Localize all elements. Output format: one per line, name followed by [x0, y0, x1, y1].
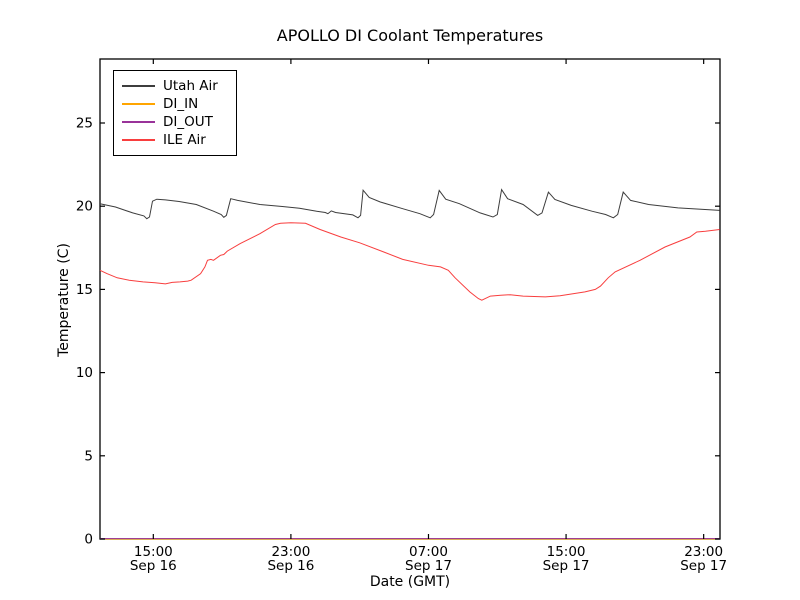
- legend-item-di-in: DI_IN: [122, 95, 236, 113]
- legend-line-ile-air: [122, 139, 155, 141]
- y-tick-label: 5: [84, 448, 93, 464]
- y-tick-label: 15: [76, 282, 93, 298]
- x-tick-label-date: Sep 17: [543, 558, 590, 574]
- x-tick-label: 23:00: [684, 544, 723, 560]
- y-tick-label: 20: [76, 199, 93, 215]
- x-tick-label: 15:00: [134, 544, 173, 560]
- legend-item-utah-air: Utah Air: [122, 77, 236, 95]
- ile-air-line: [99, 222, 720, 301]
- legend-label-di-in: DI_IN: [163, 96, 199, 112]
- legend-item-di-out: DI_OUT: [122, 113, 236, 131]
- legend-line-di-out: [122, 121, 155, 123]
- legend-item-ile-air: ILE Air: [122, 131, 236, 149]
- y-tick-label: 10: [76, 365, 93, 381]
- legend-line-utah-air: [122, 85, 155, 87]
- legend-label-utah-air: Utah Air: [163, 78, 218, 94]
- x-tick-label: 23:00: [271, 544, 310, 560]
- utah-air-line: [99, 188, 720, 220]
- x-tick-label: 07:00: [409, 544, 448, 560]
- legend-line-di-in: [122, 103, 155, 105]
- x-axis-label: Date (GMT): [369, 574, 451, 590]
- x-tick-label: 15:00: [547, 544, 586, 560]
- y-tick-label: 25: [76, 116, 93, 132]
- legend: Utah Air DI_IN DI_OUT ILE Air: [113, 70, 237, 156]
- x-tick-label-date: Sep 17: [405, 558, 452, 574]
- y-tick-label: 0: [84, 532, 93, 548]
- x-tick-label-date: Sep 17: [680, 558, 727, 574]
- x-tick-label-date: Sep 16: [130, 558, 177, 574]
- x-tick-label-date: Sep 16: [267, 558, 314, 574]
- chart-title: APOLLO DI Coolant Temperatures: [276, 26, 544, 45]
- legend-label-di-out: DI_OUT: [163, 114, 213, 130]
- legend-label-ile-air: ILE Air: [163, 132, 206, 148]
